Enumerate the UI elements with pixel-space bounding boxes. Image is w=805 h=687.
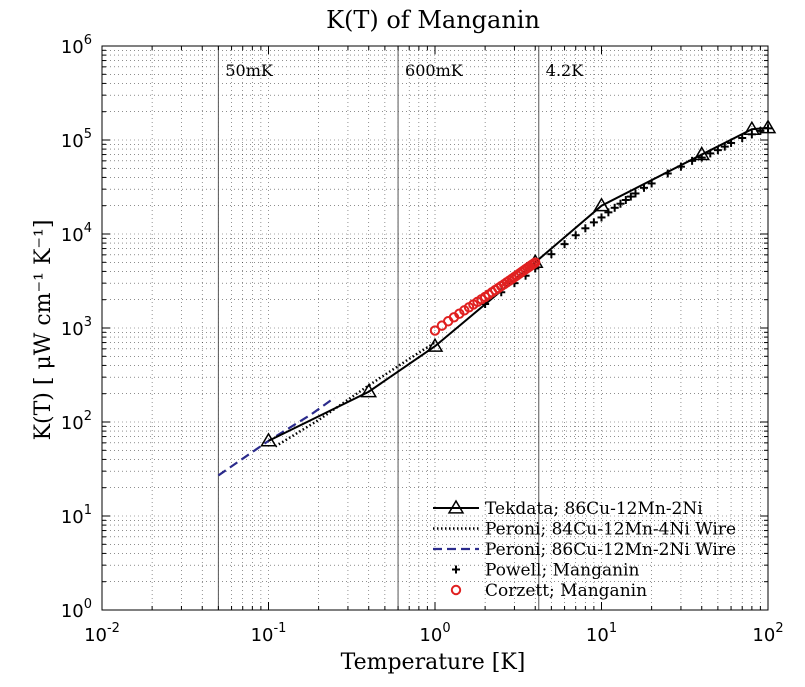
series-line	[268, 126, 769, 442]
plus-marker	[610, 203, 619, 212]
plus-marker	[640, 183, 649, 192]
series-dashed	[217, 396, 336, 477]
circle-marker	[450, 584, 462, 596]
plus-marker	[631, 189, 640, 198]
plus-marker	[581, 224, 590, 233]
x-axis-label: Temperature [K]	[341, 650, 526, 675]
circle-marker	[429, 325, 441, 336]
plus-marker	[626, 192, 635, 201]
chart-title: K(T) of Manganin	[326, 6, 540, 34]
legend-label: Peroni; 86Cu-12Mn-2Ni Wire	[485, 540, 736, 560]
plus-marker	[571, 231, 580, 240]
series-circle	[429, 257, 541, 336]
legend-item: Corzett; Manganin	[450, 581, 647, 601]
x-tick-label: 101	[586, 621, 617, 646]
legend-item: Peroni; 86Cu-12Mn-2Ni Wire	[433, 540, 736, 560]
triangle-marker	[447, 499, 465, 514]
reference-lines: 50mK 600mK 4.2K	[217, 46, 584, 610]
plus-marker	[560, 240, 569, 249]
reference-line-label: 4.2K	[546, 61, 584, 80]
series-layer	[217, 119, 777, 477]
triangle-marker	[743, 120, 761, 135]
series-plus	[481, 124, 772, 309]
legend-label: Powell; Manganin	[485, 561, 639, 581]
circle-marker	[530, 257, 541, 268]
triangle-marker	[426, 337, 444, 352]
reference-line-label: 50mK	[225, 61, 274, 80]
legend-item: Powell; Manganin	[452, 561, 639, 581]
plus-marker	[547, 250, 556, 259]
plus-marker	[597, 213, 606, 222]
plus-marker	[738, 134, 747, 143]
triangle-marker	[260, 432, 277, 447]
series-line	[217, 396, 336, 477]
triangle-marker	[693, 146, 711, 161]
plus-marker	[616, 199, 625, 208]
y-axis-label: K(T) [ μW cm⁻¹ K⁻¹]	[31, 220, 56, 441]
plus-marker	[621, 195, 630, 204]
triangle-marker	[593, 197, 610, 212]
legend-item: Peroni; 84Cu-12Mn-4Ni Wire	[433, 520, 736, 540]
triangle-marker	[360, 383, 378, 398]
legend-label: Corzett; Manganin	[485, 581, 647, 601]
reference-line-label: 600mK	[405, 61, 464, 80]
legend-label: Peroni; 84Cu-12Mn-4Ni Wire	[485, 520, 736, 540]
series-solid-triangle	[260, 119, 777, 447]
legend-label: Tekdata; 86Cu-12Mn-2Ni	[485, 499, 703, 519]
legend-item: Tekdata; 86Cu-12Mn-2Ni	[433, 499, 703, 519]
plus-marker	[589, 218, 598, 227]
plus-marker	[452, 565, 460, 574]
